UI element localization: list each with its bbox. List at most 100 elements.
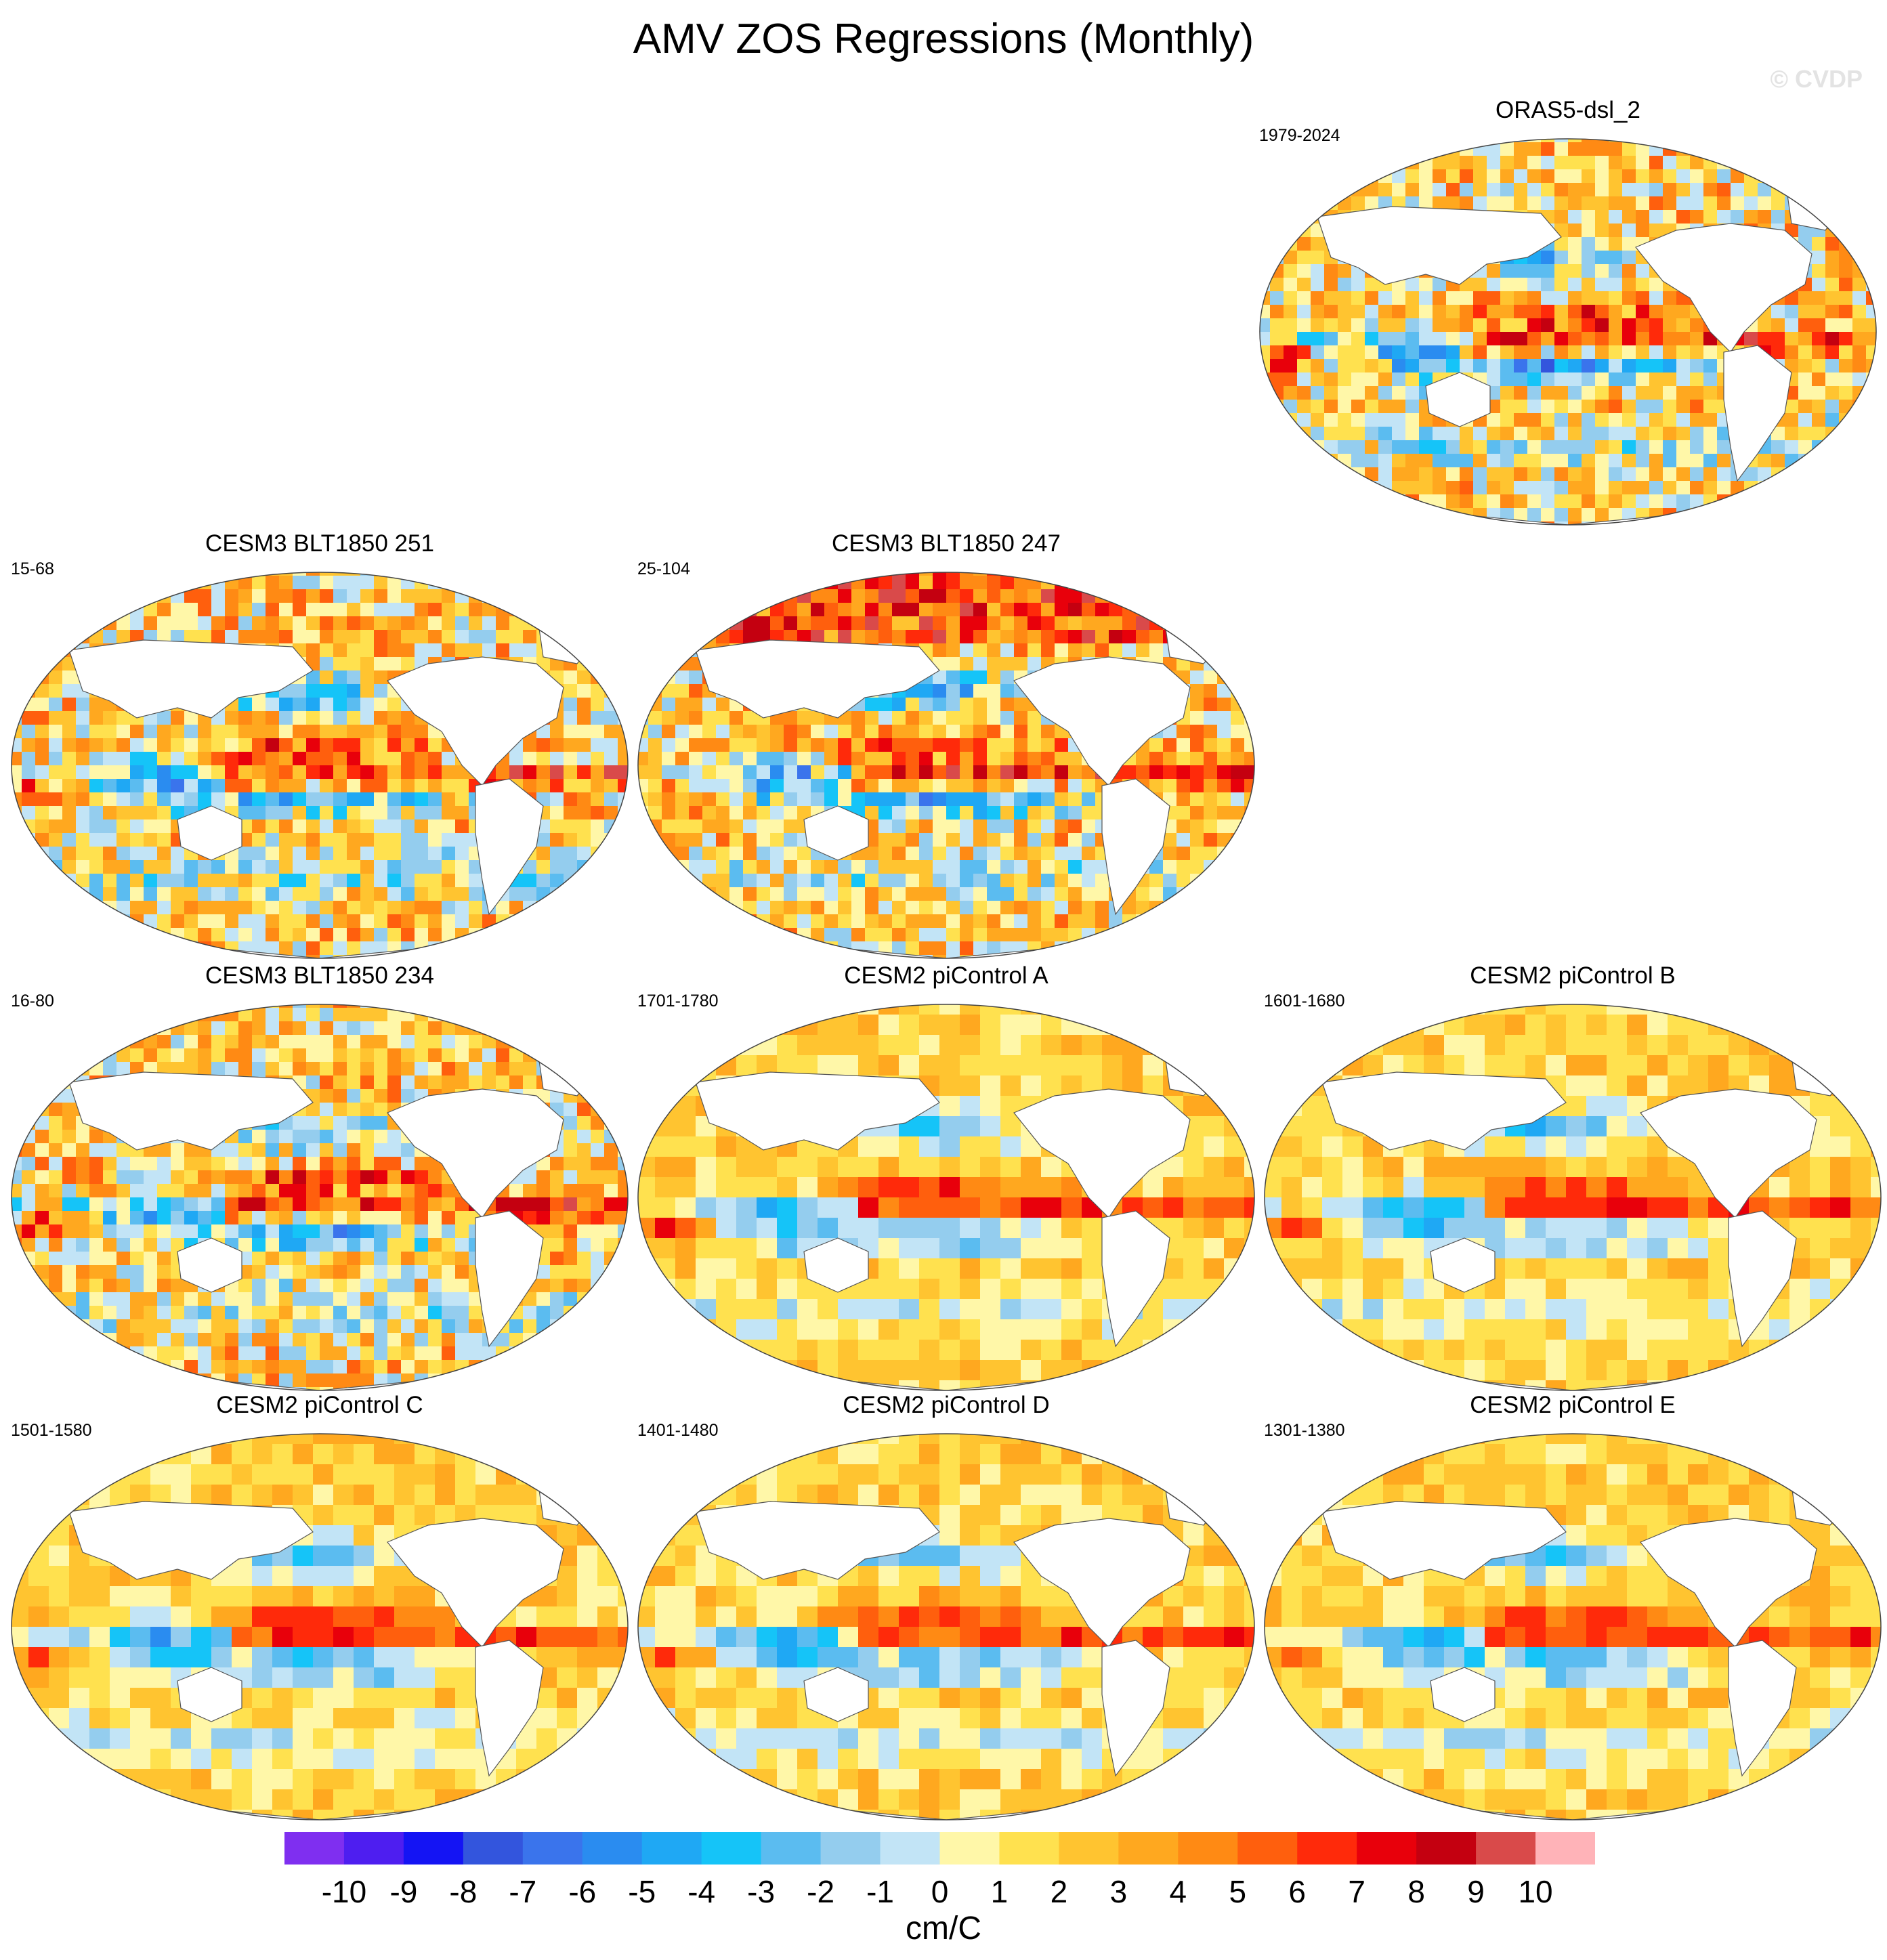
colorbar-tick-label: -1 (866, 1874, 894, 1909)
land-mask (1789, 1464, 1858, 1526)
robinson-map (1264, 1004, 1882, 1391)
land-mask (1640, 1088, 1817, 1218)
robinson-map (637, 572, 1255, 959)
land-mask (177, 1237, 242, 1293)
colorbar-tick-label: 3 (1109, 1874, 1128, 1909)
colorbar-tick-label: 0 (931, 1874, 949, 1909)
colorbar-swatch (939, 1832, 1000, 1865)
map-outline (637, 572, 1255, 959)
robinson-map (1259, 138, 1877, 526)
map-outline (11, 1433, 629, 1820)
panel-years: 1301-1380 (1264, 1421, 1345, 1440)
colorbar-tick-label: 4 (1169, 1874, 1187, 1909)
land-mask (1101, 1210, 1170, 1348)
panel-title: CESM2 piControl B (1470, 962, 1676, 989)
colorbar-tick-label: -4 (687, 1874, 716, 1909)
colorbar-swatch (761, 1832, 822, 1865)
land-mask (1162, 602, 1231, 664)
map-outline (637, 1433, 1255, 1820)
map-outline (637, 1004, 1255, 1391)
land-mask (1317, 206, 1562, 285)
colorbar-tick-label: 8 (1407, 1874, 1425, 1909)
panel-years: 1979-2024 (1259, 126, 1340, 145)
land-mask (387, 656, 564, 786)
land-mask (695, 1501, 940, 1580)
land-mask (1430, 1237, 1496, 1293)
colorbar-swatch (999, 1832, 1059, 1865)
map-outline (1264, 1004, 1882, 1391)
land-mask (1162, 1464, 1231, 1526)
colorbar-tick-label: -7 (509, 1874, 537, 1909)
colorbar-tick-label: -10 (321, 1874, 367, 1909)
land-mask (1425, 372, 1491, 427)
land-mask (1101, 1640, 1170, 1777)
panel-years: 15-68 (11, 559, 54, 578)
robinson-map (11, 1004, 629, 1391)
colorbar-swatch (1178, 1832, 1238, 1865)
colorbar-swatch (1357, 1832, 1417, 1865)
panel-years: 1701-1780 (637, 992, 719, 1010)
colorbar-tick-label: -3 (747, 1874, 776, 1909)
robinson-map (11, 572, 629, 959)
land-mask (1430, 1667, 1496, 1722)
land-mask (536, 1464, 605, 1526)
panel-title: ORAS5-dsl_2 (1496, 97, 1640, 123)
land-mask (536, 602, 605, 664)
robinson-map (11, 1433, 629, 1820)
colorbar-swatches (284, 1832, 1596, 1865)
land-mask (1789, 1034, 1858, 1096)
land-mask (1162, 1034, 1231, 1096)
map-outline (11, 1004, 629, 1391)
colorbar-tick-label: 6 (1288, 1874, 1307, 1909)
land-mask (1723, 345, 1792, 482)
land-mask (475, 778, 544, 916)
panel-title: CESM3 BLT1850 234 (205, 962, 434, 989)
colorbar-swatch (1237, 1832, 1298, 1865)
colorbar-swatch (403, 1832, 464, 1865)
land-mask (1321, 1071, 1567, 1151)
land-mask (803, 1237, 869, 1293)
land-mask (536, 1034, 605, 1096)
colorbar-tick-label: 2 (1050, 1874, 1068, 1909)
land-mask (1728, 1640, 1797, 1777)
map-panel: ORAS5-dsl_2 1979-2024 (1256, 95, 1880, 528)
land-mask (1101, 778, 1170, 916)
land-mask (1013, 1518, 1191, 1648)
colorbar-swatch (820, 1832, 881, 1865)
colorbar-swatch (522, 1832, 583, 1865)
panel-title: CESM2 piControl D (843, 1392, 1050, 1418)
map-panel: CESM3 BLT1850 234 16-80 (8, 960, 631, 1394)
land-mask (1635, 223, 1812, 353)
land-mask (68, 1501, 314, 1580)
panel-years: 16-80 (11, 992, 54, 1010)
land-mask (177, 1667, 242, 1722)
panel-years: 25-104 (637, 559, 690, 578)
colorbar-swatch (1118, 1832, 1179, 1865)
panel-years: 1601-1680 (1264, 992, 1345, 1010)
map-panel: CESM2 piControl C 1501-1580 (8, 1390, 631, 1823)
land-mask (803, 805, 869, 861)
map-panel: CESM3 BLT1850 247 25-104 (635, 528, 1258, 962)
colorbar-swatch (641, 1832, 702, 1865)
colorbar-swatch (1535, 1832, 1596, 1865)
colorbar-swatch (284, 1832, 345, 1865)
land-mask (68, 639, 314, 719)
map-panel: CESM2 piControl A 1701-1780 (635, 960, 1258, 1394)
land-mask (177, 805, 242, 861)
robinson-map (1264, 1433, 1882, 1820)
colorbar-tick-label: -9 (389, 1874, 418, 1909)
panel-years: 1401-1480 (637, 1421, 719, 1440)
land-mask (803, 1667, 869, 1722)
land-mask (1013, 656, 1191, 786)
map-panel: CESM2 piControl D 1401-1480 (635, 1390, 1258, 1823)
map-outline (1264, 1433, 1882, 1820)
colorbar-tick-label: -6 (568, 1874, 597, 1909)
colorbar-swatch (1297, 1832, 1357, 1865)
colorbar-swatch (701, 1832, 762, 1865)
watermark: © CVDP (1770, 65, 1863, 93)
map-panel: CESM3 BLT1850 251 15-68 (8, 528, 631, 962)
land-mask (695, 639, 940, 719)
land-mask (1640, 1518, 1817, 1648)
land-mask (1013, 1088, 1191, 1218)
colorbar-unit: cm/C (906, 1911, 981, 1946)
